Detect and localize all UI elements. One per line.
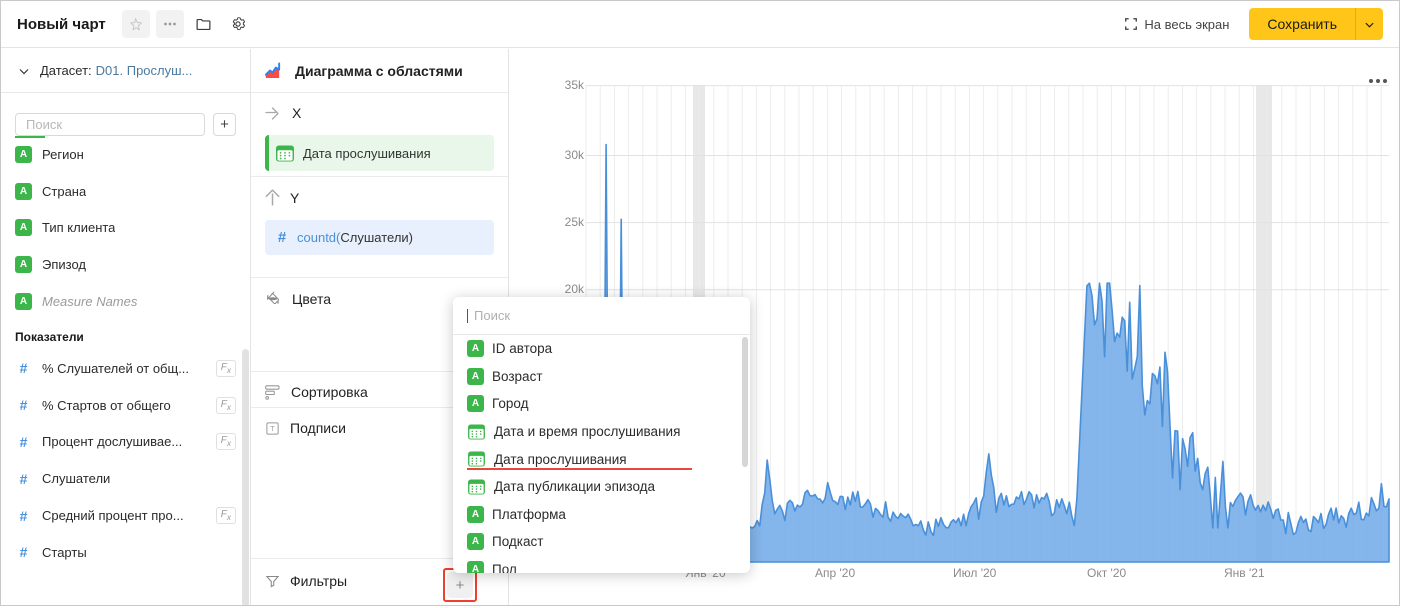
svg-text:T: T	[270, 426, 275, 433]
